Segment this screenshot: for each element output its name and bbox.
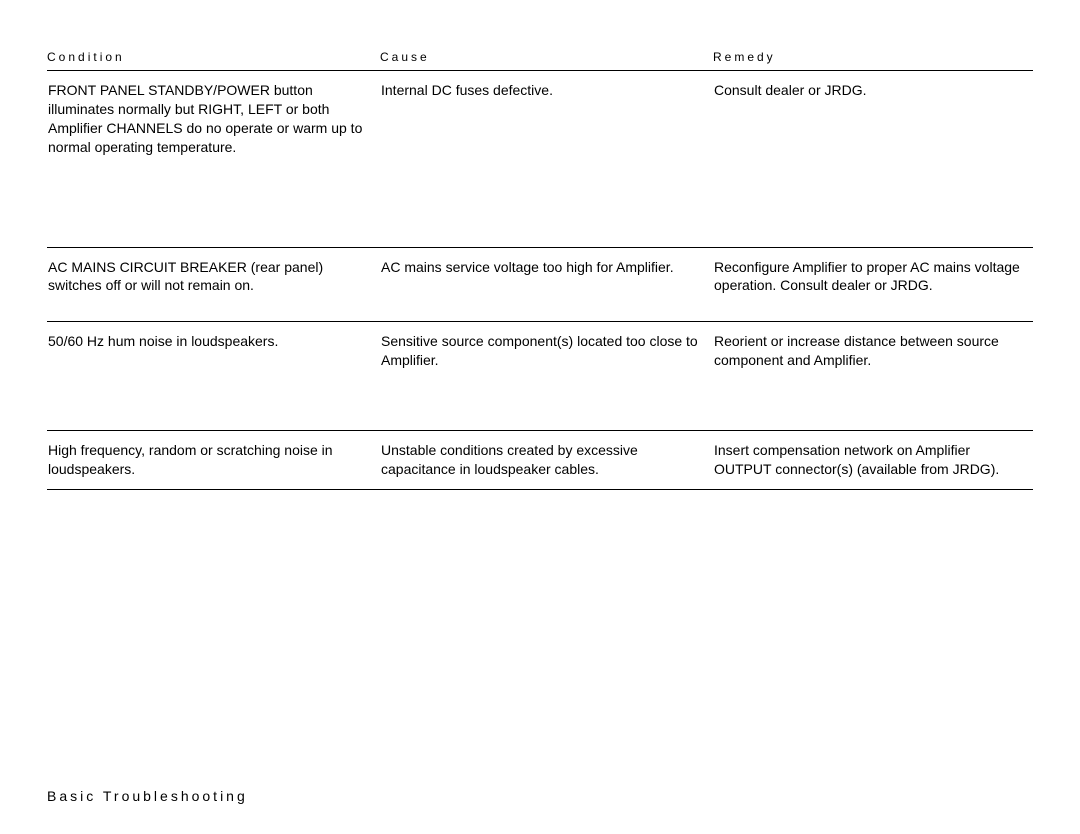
cell-remedy: Reorient or increase distance between so… [713, 322, 1033, 431]
troubleshooting-table: Condition Cause Remedy FRONT PANEL STAND… [47, 50, 1033, 490]
table-row: High frequency, random or scratching noi… [47, 431, 1033, 490]
cell-condition: 50/60 Hz hum noise in loudspeakers. [47, 322, 380, 431]
table-row: 50/60 Hz hum noise in loudspeakers. Sens… [47, 322, 1033, 431]
col-header-remedy: Remedy [713, 50, 1033, 71]
cell-condition: FRONT PANEL STANDBY/POWER button illumin… [47, 71, 380, 248]
page: Condition Cause Remedy FRONT PANEL STAND… [0, 0, 1080, 834]
cell-remedy: Reconfigure Amplifier to proper AC mains… [713, 247, 1033, 322]
col-header-condition: Condition [47, 50, 380, 71]
cell-condition: High frequency, random or scratching noi… [47, 431, 380, 490]
cell-cause: AC mains service voltage too high for Am… [380, 247, 713, 322]
cell-cause: Sensitive source component(s) located to… [380, 322, 713, 431]
col-header-cause: Cause [380, 50, 713, 71]
table-row: AC MAINS CIRCUIT BREAKER (rear panel) sw… [47, 247, 1033, 322]
cell-cause: Unstable conditions created by excessive… [380, 431, 713, 490]
table-row: FRONT PANEL STANDBY/POWER button illumin… [47, 71, 1033, 248]
table-header-row: Condition Cause Remedy [47, 50, 1033, 71]
cell-cause: Internal DC fuses defective. [380, 71, 713, 248]
cell-remedy: Insert compensation network on Amplifier… [713, 431, 1033, 490]
cell-remedy: Consult dealer or JRDG. [713, 71, 1033, 248]
page-footer-title: Basic Troubleshooting [47, 788, 248, 804]
cell-condition: AC MAINS CIRCUIT BREAKER (rear panel) sw… [47, 247, 380, 322]
